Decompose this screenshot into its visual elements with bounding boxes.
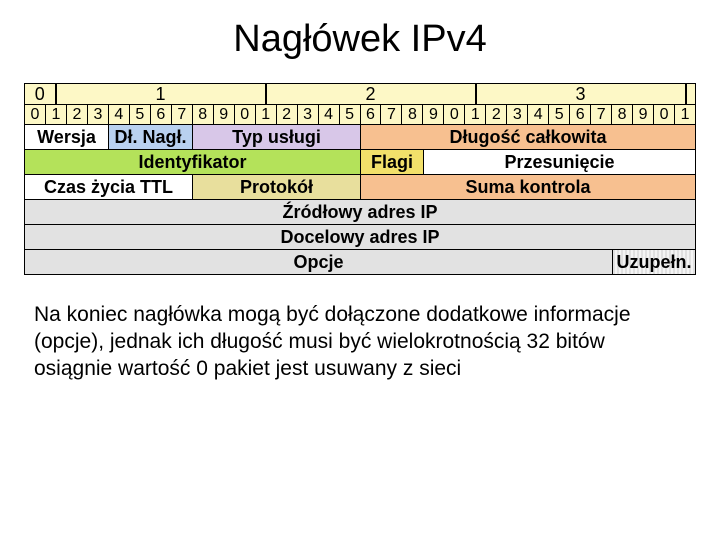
header-field: Suma kontrola (360, 174, 696, 199)
header-field: Przesunięcie (423, 149, 696, 174)
header-row: Docelowy adres IP (24, 224, 696, 249)
header-row: WersjaDł. Nagł.Typ usługiDługość całkowi… (24, 124, 696, 149)
header-row: IdentyfikatorFlagiPrzesunięcie (24, 149, 696, 174)
byte-label: 2 (365, 84, 375, 104)
page-title: Nagłówek IPv4 (0, 0, 720, 83)
bit-label: 5 (129, 104, 150, 124)
bit-label: 9 (422, 104, 443, 124)
header-field: Długość całkowita (360, 124, 696, 149)
bit-label: 0 (653, 104, 674, 124)
bit-label: 6 (360, 104, 381, 124)
header-field: Opcje (24, 249, 612, 275)
bit-label: 2 (485, 104, 506, 124)
bit-label: 1 (45, 104, 66, 124)
bit-label: 8 (401, 104, 422, 124)
header-field: Docelowy adres IP (24, 224, 696, 249)
bit-label: 4 (318, 104, 339, 124)
bit-label: 7 (171, 104, 192, 124)
header-field: Źródłowy adres IP (24, 199, 696, 224)
bit-label: 0 (443, 104, 464, 124)
bit-label: 1 (464, 104, 485, 124)
bit-label: 3 (87, 104, 108, 124)
bit-label: 3 (506, 104, 527, 124)
bit-label: 5 (548, 104, 569, 124)
header-field: Identyfikator (24, 149, 360, 174)
header-row: Czas życia TTLProtokółSuma kontrola (24, 174, 696, 199)
bit-label: 9 (632, 104, 653, 124)
bit-label: 1 (674, 104, 696, 124)
bit-label: 2 (276, 104, 297, 124)
header-row: OpcjeUzupełn. (24, 249, 696, 275)
bit-label: 7 (590, 104, 611, 124)
byte-label: 1 (155, 84, 165, 104)
bit-label: 3 (297, 104, 318, 124)
header-field: Protokół (192, 174, 360, 199)
description-text: Na koniec nagłówka mogą być dołączone do… (34, 301, 686, 382)
header-field: Typ usługi (192, 124, 360, 149)
header-row: Źródłowy adres IP (24, 199, 696, 224)
bit-label: 0 (24, 104, 45, 124)
byte-label: 3 (575, 84, 585, 104)
ipv4-header-diagram: 0 1 2 3 01234567890123456789012345678901… (24, 83, 696, 275)
bit-label: 8 (192, 104, 213, 124)
bit-label: 4 (108, 104, 129, 124)
header-field: Czas życia TTL (24, 174, 192, 199)
bit-ruler: 01234567890123456789012345678901 (24, 104, 696, 124)
bit-label: 6 (150, 104, 171, 124)
bit-label: 6 (569, 104, 590, 124)
header-field: Wersja (24, 124, 108, 149)
paragraph: Na koniec nagłówka mogą być dołączone do… (34, 301, 686, 355)
bit-label: 4 (527, 104, 548, 124)
byte-label: 0 (35, 84, 45, 104)
bit-label: 5 (339, 104, 360, 124)
header-field: Flagi (360, 149, 423, 174)
header-field: Uzupełn. (612, 249, 696, 275)
bit-label: 9 (213, 104, 234, 124)
bit-label: 7 (380, 104, 401, 124)
bit-label: 0 (234, 104, 255, 124)
bit-label: 2 (66, 104, 87, 124)
paragraph: osiągnie wartość 0 pakiet jest usuwany z… (34, 355, 686, 382)
bit-label: 1 (255, 104, 276, 124)
bit-label: 8 (611, 104, 632, 124)
header-field: Dł. Nagł. (108, 124, 192, 149)
byte-ruler: 0 1 2 3 (24, 83, 696, 104)
